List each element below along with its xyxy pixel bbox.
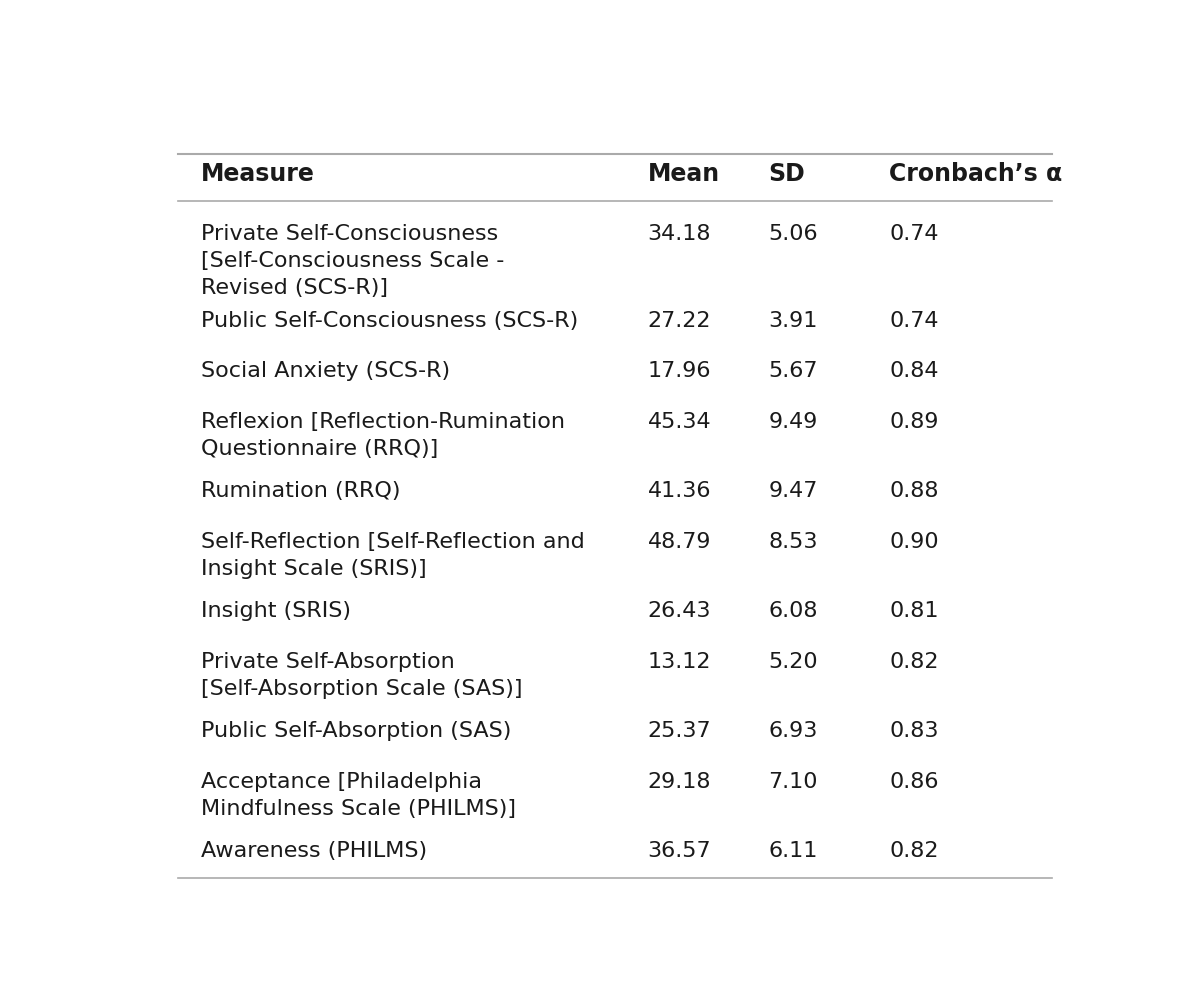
Text: 8.53: 8.53 bbox=[768, 532, 818, 552]
Text: 26.43: 26.43 bbox=[648, 601, 712, 621]
Text: 0.83: 0.83 bbox=[889, 721, 938, 741]
Text: 5.06: 5.06 bbox=[768, 224, 818, 244]
Text: Mean: Mean bbox=[648, 162, 720, 186]
Text: 45.34: 45.34 bbox=[648, 413, 712, 433]
Text: 0.88: 0.88 bbox=[889, 482, 938, 501]
Text: 25.37: 25.37 bbox=[648, 721, 712, 741]
Text: 13.12: 13.12 bbox=[648, 652, 712, 672]
Text: 41.36: 41.36 bbox=[648, 482, 712, 501]
Text: 5.20: 5.20 bbox=[768, 652, 818, 672]
Text: Insight (SRIS): Insight (SRIS) bbox=[202, 601, 352, 621]
Text: 9.49: 9.49 bbox=[768, 413, 818, 433]
Text: SD: SD bbox=[768, 162, 805, 186]
Text: 0.84: 0.84 bbox=[889, 362, 938, 382]
Text: 0.89: 0.89 bbox=[889, 413, 938, 433]
Text: 7.10: 7.10 bbox=[768, 772, 818, 792]
Text: Cronbach’s α: Cronbach’s α bbox=[889, 162, 1063, 186]
Text: 0.74: 0.74 bbox=[889, 311, 938, 331]
Text: Measure: Measure bbox=[202, 162, 316, 186]
Text: 0.82: 0.82 bbox=[889, 652, 938, 672]
Text: 5.67: 5.67 bbox=[768, 362, 818, 382]
Text: 3.91: 3.91 bbox=[768, 311, 818, 331]
Text: Social Anxiety (SCS-R): Social Anxiety (SCS-R) bbox=[202, 362, 450, 382]
Text: Public Self-Consciousness (SCS-R): Public Self-Consciousness (SCS-R) bbox=[202, 311, 578, 331]
Text: Private Self-Absorption
[Self-Absorption Scale (SAS)]: Private Self-Absorption [Self-Absorption… bbox=[202, 652, 523, 699]
Text: 6.11: 6.11 bbox=[768, 841, 818, 861]
Text: 0.81: 0.81 bbox=[889, 601, 938, 621]
Text: Private Self-Consciousness
[Self-Consciousness Scale -
Revised (SCS-R)]: Private Self-Consciousness [Self-Conscio… bbox=[202, 224, 504, 298]
Text: Self-Reflection [Self-Reflection and
Insight Scale (SRIS)]: Self-Reflection [Self-Reflection and Ins… bbox=[202, 532, 584, 579]
Text: 34.18: 34.18 bbox=[648, 224, 712, 244]
Text: 0.86: 0.86 bbox=[889, 772, 938, 792]
Text: 0.82: 0.82 bbox=[889, 841, 938, 861]
Text: Public Self-Absorption (SAS): Public Self-Absorption (SAS) bbox=[202, 721, 511, 741]
Text: 6.93: 6.93 bbox=[768, 721, 818, 741]
Text: Acceptance [Philadelphia
Mindfulness Scale (PHILMS)]: Acceptance [Philadelphia Mindfulness Sca… bbox=[202, 772, 516, 819]
Text: 29.18: 29.18 bbox=[648, 772, 712, 792]
Text: Rumination (RRQ): Rumination (RRQ) bbox=[202, 482, 401, 501]
Text: 48.79: 48.79 bbox=[648, 532, 712, 552]
Text: Awareness (PHILMS): Awareness (PHILMS) bbox=[202, 841, 427, 861]
Text: 36.57: 36.57 bbox=[648, 841, 712, 861]
Text: 6.08: 6.08 bbox=[768, 601, 818, 621]
Text: 0.74: 0.74 bbox=[889, 224, 938, 244]
Text: 27.22: 27.22 bbox=[648, 311, 712, 331]
Text: 9.47: 9.47 bbox=[768, 482, 818, 501]
Text: 17.96: 17.96 bbox=[648, 362, 712, 382]
Text: 0.90: 0.90 bbox=[889, 532, 938, 552]
Text: Reflexion [Reflection-Rumination
Questionnaire (RRQ)]: Reflexion [Reflection-Rumination Questio… bbox=[202, 413, 565, 460]
